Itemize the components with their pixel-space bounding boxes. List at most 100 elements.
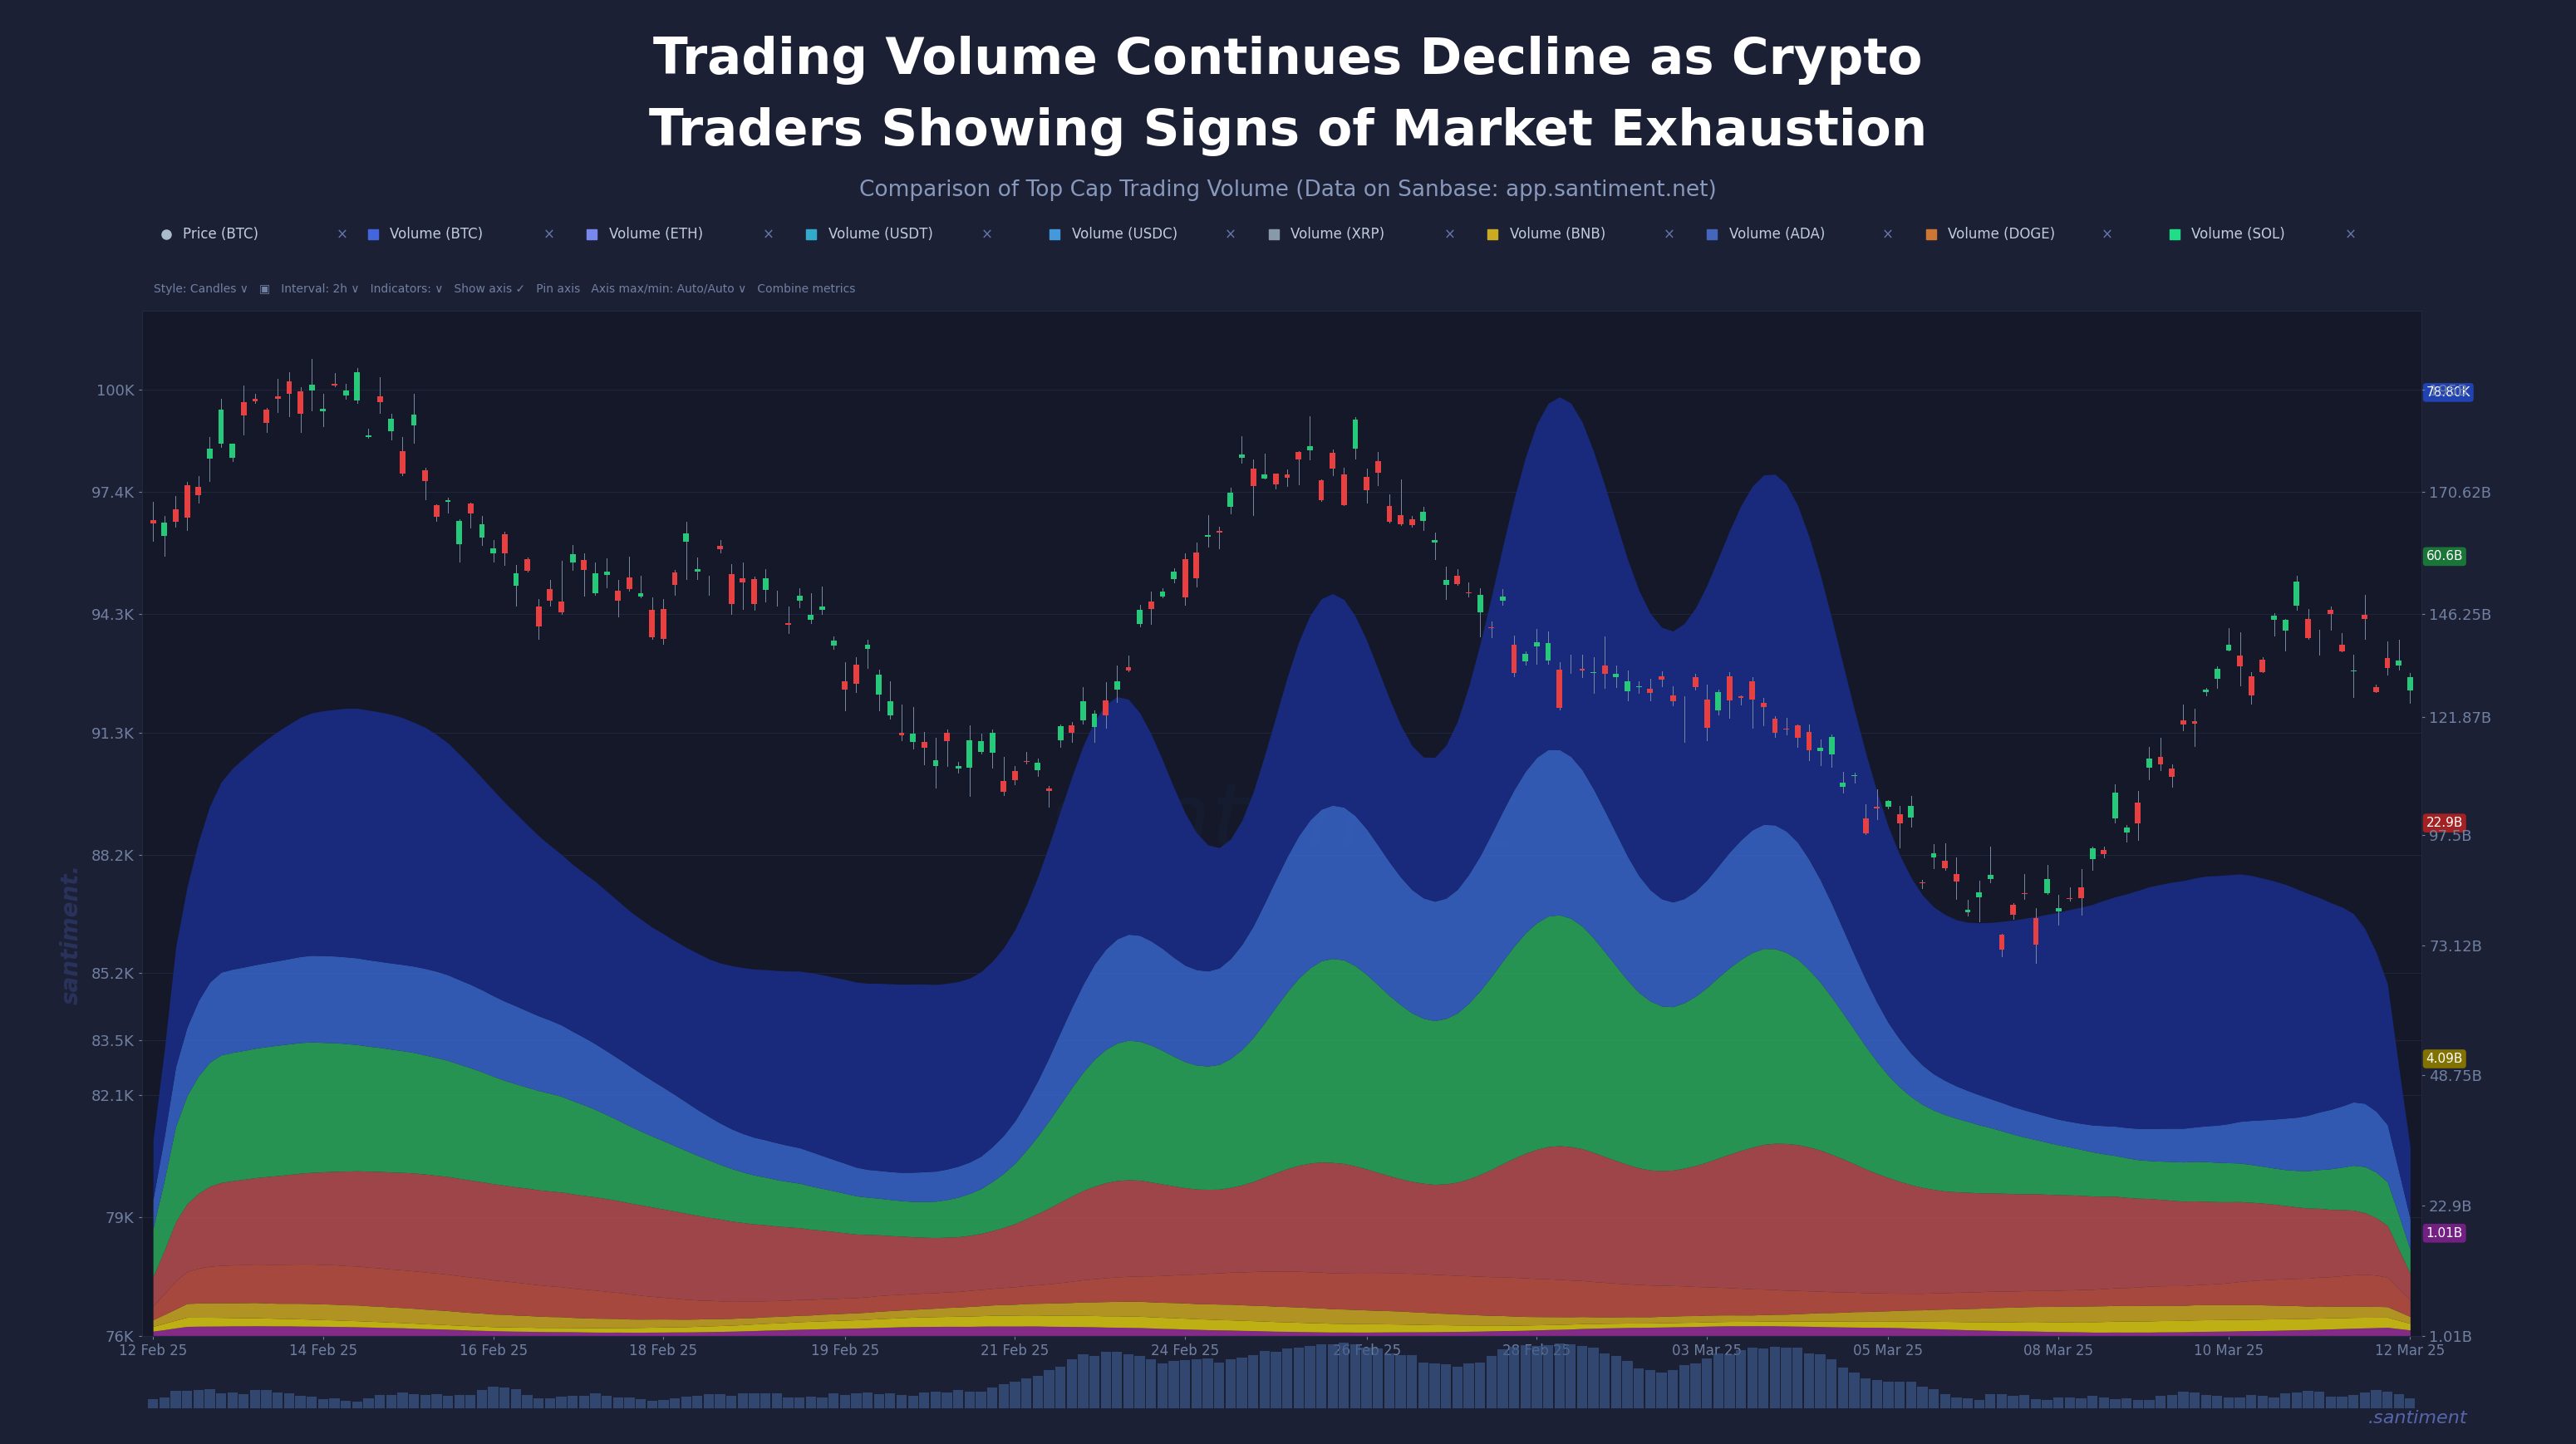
- Bar: [1376, 461, 1381, 474]
- Bar: [466, 1395, 477, 1408]
- Bar: [1749, 682, 1754, 700]
- Bar: [2112, 793, 2117, 819]
- Bar: [956, 767, 961, 768]
- Bar: [920, 1392, 930, 1408]
- Bar: [1056, 1366, 1066, 1408]
- Bar: [523, 1395, 533, 1408]
- Bar: [1396, 1354, 1406, 1408]
- Bar: [397, 1392, 407, 1408]
- Bar: [2303, 1391, 2313, 1408]
- Bar: [1476, 595, 1484, 612]
- Bar: [1077, 1354, 1087, 1408]
- Bar: [500, 1388, 510, 1408]
- Bar: [1646, 1370, 1656, 1408]
- Bar: [286, 381, 291, 394]
- Text: ×: ×: [2344, 227, 2357, 243]
- Bar: [2169, 768, 2174, 777]
- Bar: [1239, 455, 1244, 458]
- Bar: [1806, 732, 1811, 749]
- Bar: [1270, 1352, 1280, 1408]
- Bar: [1180, 1360, 1190, 1408]
- Bar: [1399, 516, 1404, 524]
- Bar: [453, 1395, 464, 1408]
- Bar: [2099, 1398, 2110, 1408]
- Bar: [263, 410, 270, 423]
- Bar: [853, 664, 858, 683]
- Bar: [1772, 719, 1777, 732]
- Bar: [330, 1398, 340, 1408]
- Bar: [1079, 702, 1087, 721]
- Bar: [2089, 849, 2094, 859]
- Bar: [1350, 1344, 1360, 1408]
- Bar: [866, 644, 871, 650]
- Bar: [1059, 726, 1064, 741]
- Bar: [1476, 1362, 1486, 1408]
- Bar: [760, 1393, 770, 1408]
- Bar: [703, 1393, 714, 1408]
- Bar: [1430, 1363, 1440, 1408]
- Text: ×: ×: [1883, 227, 1893, 243]
- Bar: [1036, 762, 1041, 771]
- Bar: [1520, 1346, 1530, 1408]
- Bar: [469, 503, 474, 514]
- Bar: [1669, 696, 1677, 702]
- Bar: [183, 1391, 193, 1408]
- Bar: [1795, 726, 1801, 738]
- Bar: [2045, 879, 2050, 892]
- Bar: [456, 521, 461, 544]
- Bar: [366, 436, 371, 438]
- Bar: [1319, 481, 1324, 500]
- Bar: [147, 1399, 157, 1408]
- Bar: [196, 487, 201, 495]
- Bar: [1533, 1346, 1543, 1408]
- Bar: [510, 1389, 520, 1408]
- Bar: [296, 1395, 307, 1408]
- Bar: [582, 560, 587, 570]
- Bar: [909, 734, 917, 742]
- Bar: [1553, 1343, 1564, 1408]
- Text: Volume (ADA): Volume (ADA): [1728, 227, 1824, 243]
- Bar: [332, 384, 337, 386]
- Bar: [1770, 1347, 1780, 1408]
- Bar: [2066, 1398, 2074, 1408]
- Bar: [1193, 553, 1200, 579]
- Text: Price (BTC): Price (BTC): [183, 227, 258, 243]
- Bar: [773, 1393, 783, 1408]
- Bar: [2146, 758, 2151, 768]
- Bar: [1659, 676, 1664, 679]
- Bar: [603, 1395, 613, 1408]
- Bar: [943, 1393, 953, 1408]
- Bar: [1406, 1356, 1417, 1408]
- Bar: [1762, 703, 1767, 708]
- Bar: [1976, 892, 1981, 897]
- Bar: [1862, 819, 1868, 833]
- Bar: [1206, 536, 1211, 537]
- Bar: [1522, 654, 1528, 661]
- Bar: [283, 1393, 294, 1408]
- Bar: [2030, 1399, 2040, 1408]
- Bar: [2249, 676, 2254, 696]
- Bar: [556, 1396, 567, 1408]
- Bar: [796, 595, 801, 601]
- Bar: [2272, 615, 2277, 619]
- Bar: [1329, 453, 1334, 468]
- Bar: [829, 1393, 840, 1408]
- Text: Volume (ETH): Volume (ETH): [608, 227, 703, 243]
- Bar: [979, 741, 984, 751]
- Bar: [1716, 692, 1721, 710]
- Bar: [616, 591, 621, 601]
- Bar: [1893, 1382, 1904, 1408]
- Text: Traders Showing Signs of Market Exhaustion: Traders Showing Signs of Market Exhausti…: [649, 107, 1927, 156]
- Text: 60.6B: 60.6B: [2427, 550, 2463, 563]
- Bar: [353, 1401, 363, 1408]
- Bar: [1115, 682, 1121, 689]
- Bar: [1999, 934, 2004, 949]
- Bar: [443, 1396, 453, 1408]
- Bar: [160, 1398, 170, 1408]
- Text: Trading Volume Continues Decline as Crypto: Trading Volume Continues Decline as Cryp…: [654, 36, 1922, 85]
- Bar: [227, 1392, 237, 1408]
- Bar: [546, 1399, 554, 1408]
- Bar: [185, 485, 191, 518]
- Bar: [693, 1396, 703, 1408]
- Bar: [2306, 618, 2311, 638]
